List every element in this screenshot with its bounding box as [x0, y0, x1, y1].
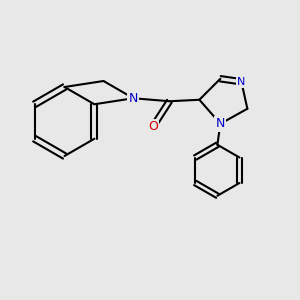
Text: N: N — [237, 77, 246, 87]
Text: N: N — [129, 92, 138, 105]
Text: O: O — [148, 120, 158, 133]
Text: N: N — [216, 117, 225, 130]
